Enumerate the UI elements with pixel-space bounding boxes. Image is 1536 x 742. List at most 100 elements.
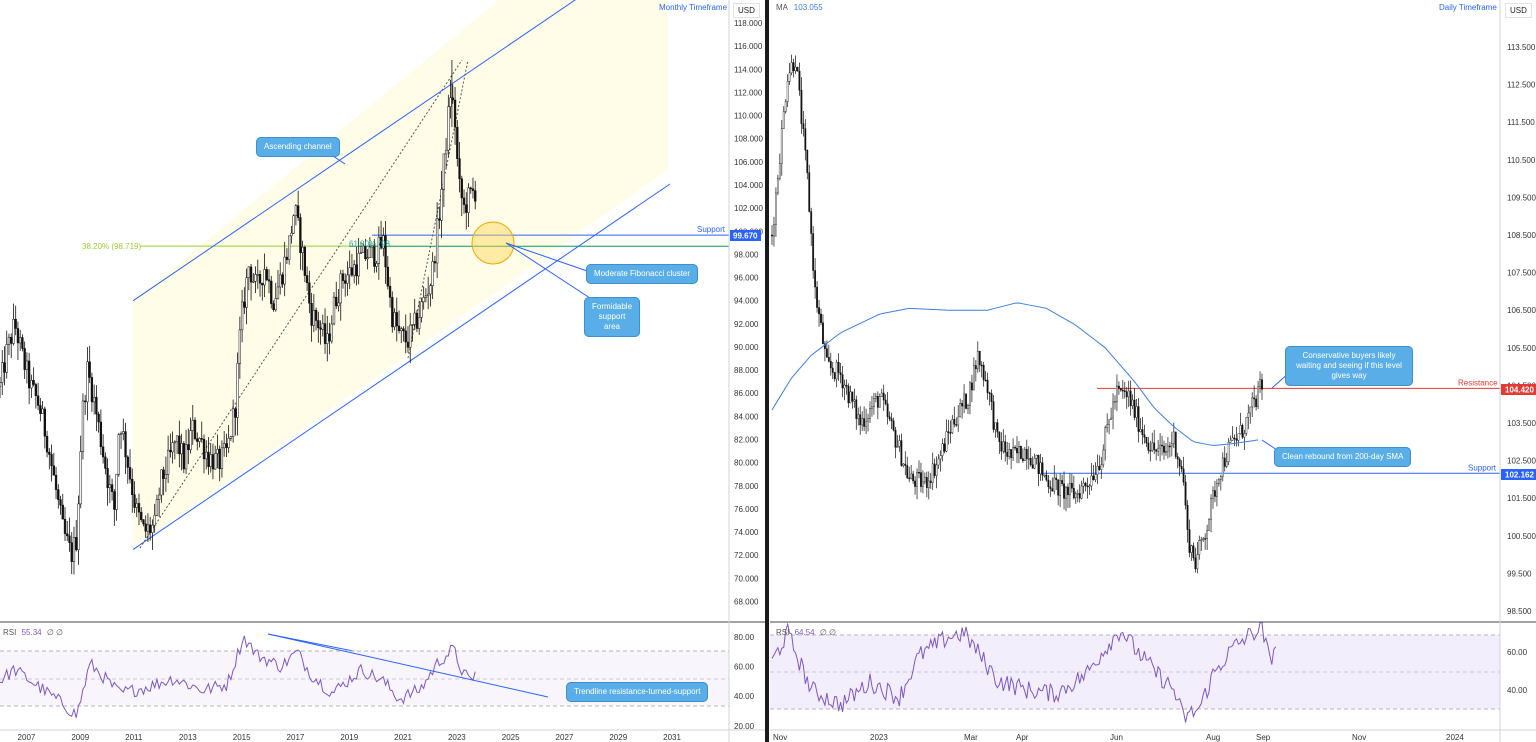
candle-body — [184, 444, 188, 470]
candle-body — [34, 384, 38, 397]
candle-body — [409, 324, 412, 348]
candle-body — [357, 252, 360, 277]
candle-body — [1219, 476, 1222, 480]
candle-body — [427, 293, 430, 297]
panel-separator[interactable] — [765, 0, 769, 742]
candle-body — [346, 274, 349, 284]
candle-body — [308, 282, 311, 304]
candle-body — [99, 421, 103, 448]
candle-body — [1182, 468, 1185, 483]
candle-body — [1096, 465, 1099, 475]
candle-body — [1157, 447, 1160, 452]
candle-body — [290, 232, 293, 237]
candle-body — [869, 408, 871, 419]
candle-body — [312, 309, 315, 326]
price-tick-label: 70.000 — [734, 574, 759, 583]
support-label-right: Support — [1468, 464, 1497, 473]
currency-label-right[interactable]: USD — [1505, 3, 1532, 18]
candle-body — [1100, 464, 1103, 470]
candle-body — [328, 333, 331, 342]
candle-body — [25, 360, 29, 370]
candle-body — [413, 312, 416, 325]
candle-body — [252, 281, 255, 283]
pointer-line — [505, 242, 591, 273]
candle-body — [1231, 437, 1234, 441]
candle-body — [1004, 441, 1007, 453]
candle-body — [1153, 442, 1156, 450]
support-price-tag-right: 102.162 — [1501, 469, 1536, 480]
candle-body — [1023, 449, 1026, 461]
candle-body — [822, 322, 824, 344]
candle-body — [1041, 462, 1044, 476]
candle-body — [969, 382, 971, 406]
candle-body — [1108, 419, 1111, 425]
candle-body — [245, 277, 248, 308]
candle-body — [182, 443, 185, 470]
candle-body — [23, 348, 26, 370]
svg-text:102.162: 102.162 — [1505, 471, 1534, 480]
candle-body — [1008, 449, 1011, 457]
right-time-axis[interactable]: Nov 2023 Mar Apr Jun Aug Sep Nov 2024 — [773, 733, 1464, 742]
candle-body — [794, 66, 797, 72]
right-price-axis[interactable]: 113.500 112.500 111.500 110.500 109.500 108.5… — [1507, 43, 1536, 695]
rsi-legend-right[interactable]: RSI 64.54 ∅ ∅ — [776, 628, 836, 637]
candle-body — [863, 418, 866, 427]
candle-body — [782, 111, 785, 129]
time-tick-label: 2021 — [394, 733, 412, 742]
candle-body — [382, 235, 385, 249]
candle-body — [117, 434, 120, 475]
candle-body — [792, 62, 795, 72]
price-tick-label: 106.000 — [734, 158, 763, 167]
left-price-axis[interactable]: 118.000 116.000 114.000 112.000 110.000 108.0… — [734, 19, 763, 731]
candle-body — [21, 337, 24, 349]
rsi-extra: ∅ ∅ — [46, 628, 64, 637]
candle-body — [335, 296, 338, 307]
callout-trendline: Trendline resistance-turned-support — [566, 682, 709, 702]
candle-body — [420, 301, 423, 318]
ma-legend[interactable]: MA 103.055 — [776, 3, 823, 12]
candle-body — [963, 393, 965, 407]
candle-body — [1010, 449, 1013, 458]
candle-body — [240, 301, 244, 331]
candle-body — [814, 270, 817, 288]
candle-body — [319, 327, 322, 330]
candle-body — [784, 101, 787, 112]
candle-body — [890, 418, 893, 422]
candle-body — [880, 392, 883, 397]
rsi-legend-left[interactable]: RSI 55.34 ∅ ∅ — [3, 628, 63, 637]
candle-body — [339, 273, 342, 304]
candle-body — [211, 454, 215, 470]
candle-body — [1245, 417, 1248, 434]
candle-body — [465, 204, 468, 213]
rsi-value: 64.54 — [794, 628, 815, 637]
candle-body — [837, 361, 840, 373]
currency-label-left[interactable]: USD — [733, 3, 760, 18]
rsi-tick-label: 40.00 — [734, 692, 755, 701]
candle-body — [5, 344, 8, 373]
candle-body — [63, 518, 67, 534]
candle-body — [1018, 446, 1020, 454]
time-tick-label: 2019 — [340, 733, 358, 742]
candle-body — [10, 336, 13, 344]
left-time-axis[interactable]: 2007 2009 2011 2013 2015 2017 2019 2021 2023 2025… — [18, 733, 682, 742]
time-tick-label: 2015 — [233, 733, 251, 742]
candle-body — [1139, 429, 1142, 432]
candle-body — [198, 438, 201, 442]
price-tick-label: 110.500 — [1507, 156, 1536, 165]
candle-body — [149, 524, 152, 533]
candle-body — [202, 438, 206, 460]
candle-body — [800, 90, 803, 124]
fib-dotted-line — [139, 59, 463, 549]
candle-body — [845, 384, 848, 387]
candle-body — [1137, 406, 1140, 432]
candle-body — [435, 218, 439, 264]
candle-body — [1076, 493, 1079, 495]
candle-body — [164, 474, 168, 479]
candle-body — [949, 432, 952, 434]
candle-body — [818, 307, 820, 315]
candle-body — [825, 348, 828, 358]
candle-body — [1123, 390, 1126, 392]
candle-body — [1147, 442, 1150, 451]
price-tick-label: 101.500 — [1507, 494, 1536, 503]
candle-body — [30, 380, 33, 389]
